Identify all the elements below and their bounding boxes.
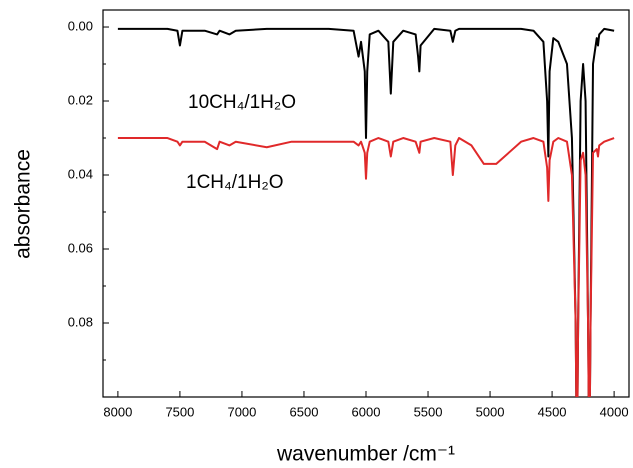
x-tick-label: 7500: [165, 404, 194, 419]
y-tick-label: 0.08: [68, 314, 93, 329]
y-tick-label: 0.00: [68, 18, 93, 33]
y-tick-label: 0.04: [68, 166, 93, 181]
series-label: 10CH₄/1H₂O: [188, 92, 296, 113]
x-axis-title: wavenumber /cm⁻¹: [276, 443, 455, 466]
series-line: [117, 27, 615, 397]
x-tick-label: 4500: [538, 404, 567, 419]
x-tick-label: 4000: [600, 404, 629, 419]
x-tick-label: 5000: [476, 404, 505, 419]
x-tick-label: 6000: [352, 404, 381, 419]
x-tick-label: 8000: [103, 404, 132, 419]
series-label: 1CH₄/1H₂O: [186, 172, 284, 193]
series-line: [117, 137, 615, 397]
x-tick-label: 7000: [227, 404, 256, 419]
y-axis-title: absorbance: [12, 149, 35, 259]
x-tick-label: 5500: [414, 404, 443, 419]
x-tick-label: 6500: [290, 404, 319, 419]
y-tick-label: 0.02: [68, 92, 93, 107]
y-tick-label: 0.06: [68, 240, 93, 255]
